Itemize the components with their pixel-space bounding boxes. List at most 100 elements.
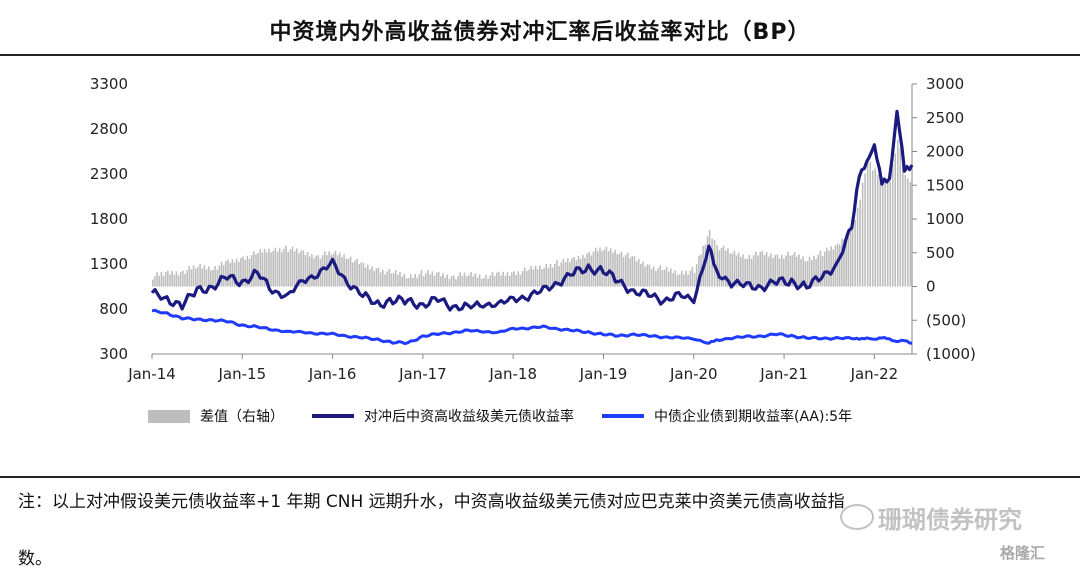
spread-bar [698,255,700,287]
spread-bar [899,147,902,287]
spread-bar [311,253,313,287]
spread-bar [302,250,305,287]
spread-bar [465,276,468,287]
spread-bar [680,270,683,287]
x-tick-label: Jan-20 [669,365,718,383]
y-left-tick-label: 1800 [90,210,128,228]
spread-bar [856,207,859,287]
y-left-tick-label: 800 [99,300,128,318]
spread-bar [351,262,354,287]
spread-bar [616,254,618,287]
spread-bar [841,238,843,287]
spread-bar [539,265,541,287]
spread-bar [349,256,352,287]
watermark-text: 珊瑚债券研究 [878,506,1022,534]
spread-bar [549,264,552,287]
spread-bar [199,264,201,287]
spread-bar [444,277,446,287]
footnote-line-2: 数。 [18,549,52,569]
spread-bar [506,272,509,287]
spread-bar [907,178,909,287]
spread-bar [750,258,753,287]
spread-bar [210,270,212,287]
spread-bar [154,275,156,287]
spread-bar [800,259,802,287]
spread-bar [902,162,904,287]
spread-bar [708,230,711,287]
spread-bar [418,274,421,287]
spread-bar [891,164,894,287]
spread-bar [468,275,470,287]
spread-bar [470,272,472,287]
spread-bar [308,256,311,287]
spread-bar [362,263,365,287]
spread-bar [388,268,391,287]
spread-bar [158,275,160,287]
spread-bar [164,271,167,287]
spread-bar [668,271,670,287]
spread-bar [661,270,664,287]
spread-bar [765,252,768,287]
spread-bar [534,265,537,287]
spread-bar [291,246,294,287]
spread-bar [440,276,442,287]
spread-bar [778,258,781,287]
spread-bar [220,261,223,287]
spread-bar [808,256,811,287]
spread-bar [687,274,689,287]
spread-bar [768,256,770,287]
spread-bar [676,274,679,287]
spread-bar [225,261,227,287]
spread-bar [838,244,841,287]
spread-bar [259,249,262,287]
spread-bar [394,270,397,287]
spread-bar [478,274,481,287]
spread-bar [321,255,324,287]
spread-bar [455,279,457,287]
spread-bar [752,255,755,287]
spread-bar [806,261,809,287]
spread-bar [195,268,197,287]
spread-bar [780,254,783,287]
spread-bar [897,139,899,287]
spread-bar [695,264,698,287]
spread-bar [691,266,694,287]
spread-bar [504,275,507,287]
legend-item-hedged: 对冲后中资高收益级美元债收益率 [312,406,574,426]
spread-bar [457,275,459,287]
spread-bar [648,264,651,287]
spread-bar [375,268,378,287]
spread-bar [554,263,556,287]
spread-bar [735,255,738,287]
x-tick-label: Jan-17 [398,365,447,383]
spread-bar [532,269,535,287]
y-right-tick-label: 1500 [926,176,964,194]
legend-label-onshore: 中债企业债到期收益率(AA):5年 [654,409,853,425]
spread-bar [836,243,839,287]
spread-bar [268,248,270,287]
series-line-hedged [150,109,914,312]
spread-bar [646,264,649,287]
spread-bar [216,269,219,287]
spread-bar [845,233,847,287]
spread-bar [235,258,238,287]
spread-bar [407,278,410,287]
spread-bar [207,266,210,287]
spread-bar [740,257,742,287]
spread-bar [650,269,653,287]
spread-bar [637,259,640,287]
spread-bar [826,247,828,287]
legend-swatch-hedged [312,414,354,418]
spread-bar [823,251,826,287]
spread-bar [515,274,517,287]
spread-bar [635,261,638,287]
spread-bar [283,248,285,287]
spread-bar [390,273,393,287]
spread-bar [422,276,425,287]
spread-bar [304,254,307,287]
legend: 差值（右轴） 对冲后中资高收益级美元债收益率 中债企业债到期收益率(AA):5年 [148,404,880,428]
spread-bar [556,260,558,287]
spread-bar [603,249,606,287]
spread-bar [605,246,608,287]
spread-bar [427,270,429,287]
